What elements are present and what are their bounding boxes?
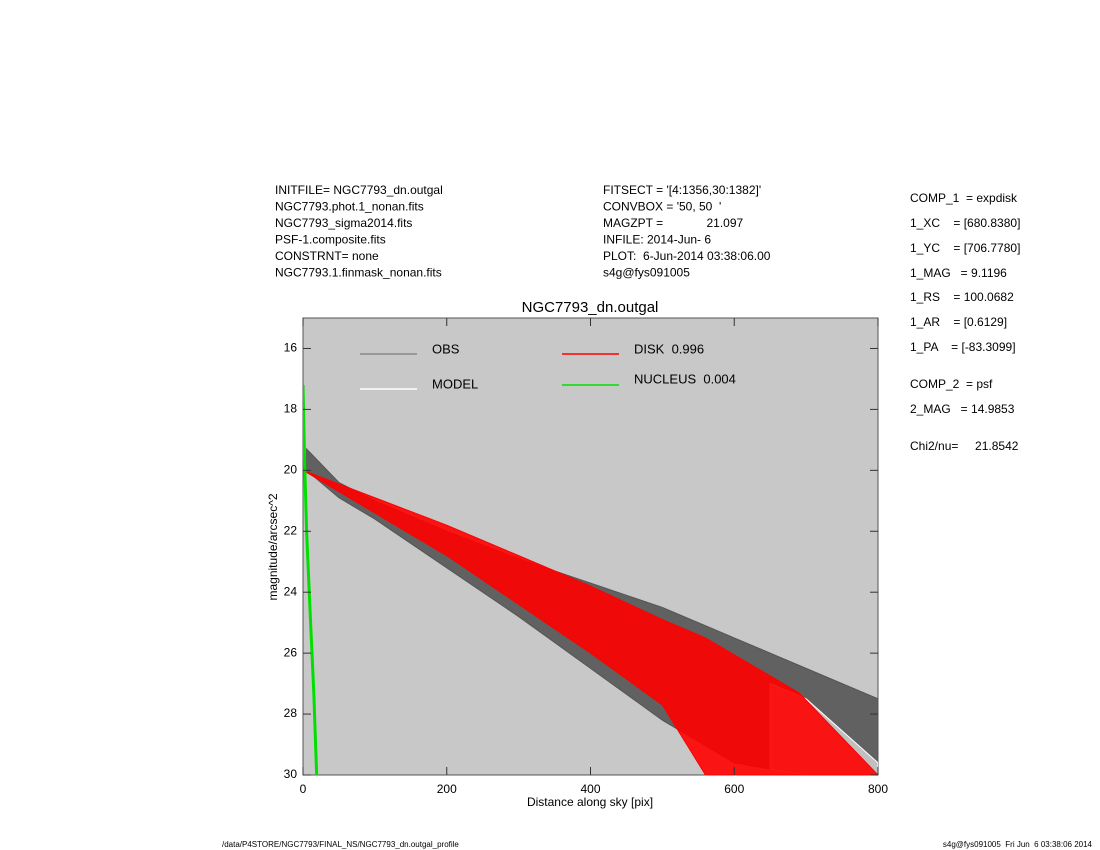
info-left-line: NGC7793.1.finmask_nonan.fits (275, 266, 442, 280)
info-left-line: INITFILE= NGC7793_dn.outgal (275, 183, 443, 197)
y-tick-label: 28 (284, 706, 298, 720)
info-right-line: COMP_1 = expdisk (910, 191, 1018, 205)
y-tick-label: 24 (284, 584, 298, 598)
info-right-line: 2_MAG = 14.9853 (910, 402, 1015, 416)
info-right-line: 1_AR = [0.6129] (910, 315, 1007, 329)
info-middle-line: FITSECT = '[4:1356,30:1382]' (603, 183, 761, 197)
chart-title: NGC7793_dn.outgal (522, 299, 659, 316)
info-left-line: NGC7793_sigma2014.fits (275, 216, 412, 230)
info-middle-line: MAGZPT = 21.097 (603, 216, 743, 230)
info-right-line: 1_RS = 100.0682 (910, 290, 1014, 304)
footer-right: s4g@fys091005 Fri Jun 6 03:38:06 2014 (943, 840, 1093, 849)
x-tick-label: 400 (580, 782, 600, 796)
legend-label: MODEL (432, 376, 478, 391)
legend-label: OBS (432, 341, 460, 356)
y-tick-label: 22 (284, 523, 298, 537)
y-tick-label: 26 (284, 645, 298, 659)
x-axis-label: Distance along sky [pix] (527, 795, 653, 809)
info-right-line: 1_XC = [680.8380] (910, 216, 1020, 230)
info-right-line: 1_PA = [-83.3099] (910, 340, 1016, 354)
info-middle-line: CONVBOX = '50, 50 ' (603, 200, 721, 214)
y-tick-label: 18 (284, 402, 298, 416)
y-tick-label: 30 (284, 767, 298, 781)
info-right-line: 1_YC = [706.7780] (910, 241, 1020, 255)
x-tick-label: 600 (724, 782, 744, 796)
x-tick-label: 200 (437, 782, 457, 796)
legend-label: NUCLEUS 0.004 (634, 371, 736, 386)
y-tick-label: 20 (284, 463, 298, 477)
info-middle-line: PLOT: 6-Jun-2014 03:38:06.00 (603, 249, 771, 263)
legend-label: DISK 0.996 (634, 341, 704, 356)
plot-content (303, 384, 878, 775)
info-left-line: PSF-1.composite.fits (275, 233, 386, 247)
info-left-line: NGC7793.phot.1_nonan.fits (275, 200, 424, 214)
line-3 (303, 384, 319, 775)
info-right-line: COMP_2 = psf (910, 377, 993, 391)
x-tick-label: 0 (300, 782, 307, 796)
band-2 (303, 469, 878, 775)
info-right-line: Chi2/nu= 21.8542 (910, 439, 1019, 453)
footer-left: /data/P4STORE/NGC7793/FINAL_NS/NGC7793_d… (222, 840, 459, 849)
info-middle-line: INFILE: 2014-Jun- 6 (603, 233, 711, 247)
y-axis-label: magnitude/arcsec^2 (266, 493, 280, 600)
y-tick-label: 16 (284, 341, 298, 355)
info-middle-line: s4g@fys091005 (603, 266, 690, 280)
info-right-line: 1_MAG = 9.1196 (910, 266, 1007, 280)
x-tick-label: 800 (868, 782, 888, 796)
info-left-line: CONSTRNT= none (275, 249, 379, 263)
